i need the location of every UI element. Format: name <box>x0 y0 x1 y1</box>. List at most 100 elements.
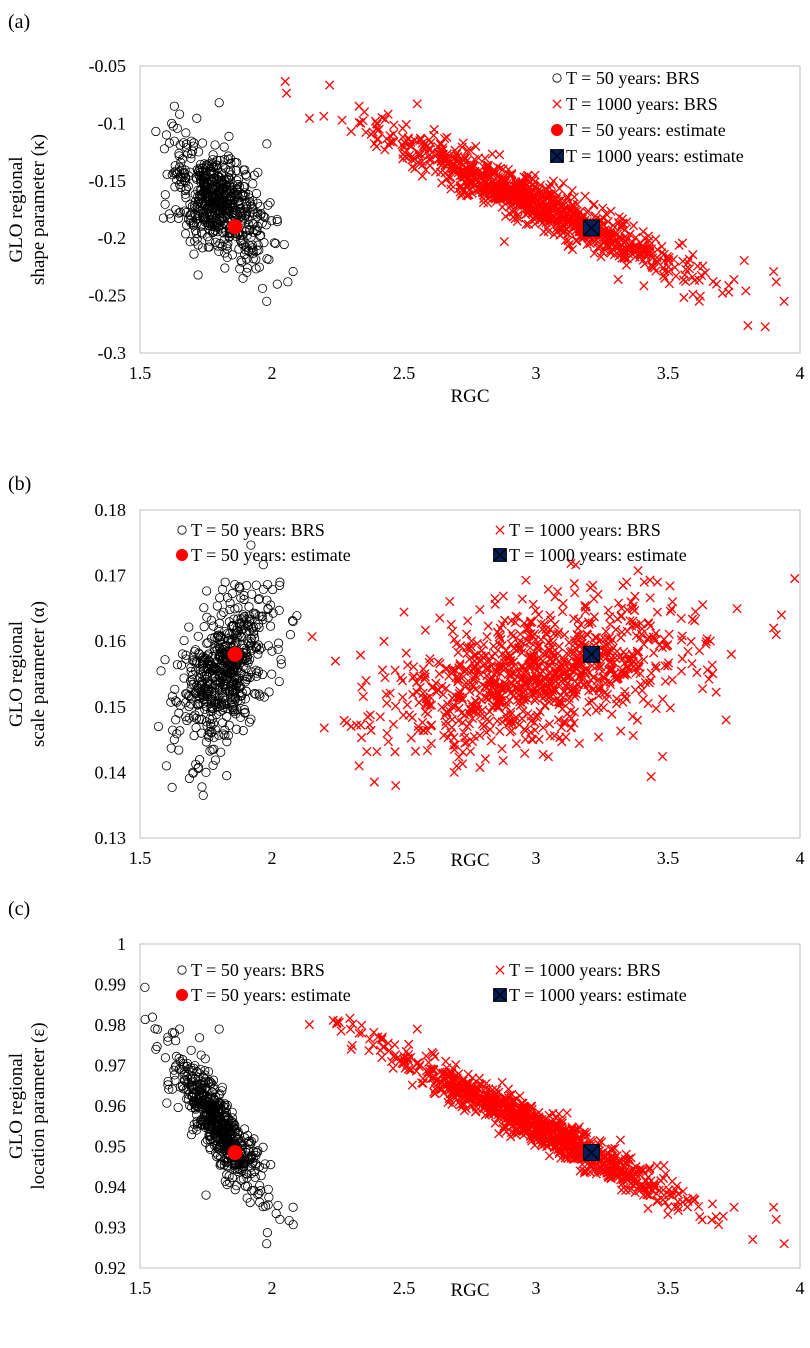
data-point <box>204 221 214 231</box>
data-point <box>262 139 272 149</box>
data-point <box>214 1024 224 1034</box>
data-point <box>276 655 286 665</box>
data-point <box>618 580 628 591</box>
data-point <box>545 731 555 741</box>
data-point <box>433 685 444 695</box>
data-point <box>598 652 608 662</box>
data-point <box>227 1107 237 1117</box>
data-point <box>487 702 498 713</box>
data-point <box>152 1024 163 1034</box>
data-point <box>471 141 481 152</box>
data-point <box>407 1080 418 1090</box>
data-point <box>248 227 258 237</box>
legend-marker <box>176 549 188 561</box>
data-point <box>274 580 285 591</box>
data-point <box>541 628 551 638</box>
data-point <box>418 688 428 698</box>
data-point <box>671 271 681 281</box>
data-point <box>566 713 577 724</box>
data-point <box>657 751 668 762</box>
data-point <box>336 1026 346 1036</box>
data-point <box>254 622 264 633</box>
data-point <box>251 264 261 274</box>
data-point <box>601 209 611 219</box>
data-point <box>189 730 199 741</box>
data-point <box>199 159 210 169</box>
data-point <box>219 626 230 637</box>
data-point <box>646 772 656 782</box>
data-point <box>414 697 424 708</box>
y-tick-label: 0.98 <box>95 1015 127 1035</box>
data-point <box>227 588 237 599</box>
data-point <box>304 1019 315 1030</box>
data-point <box>235 264 245 274</box>
legend-item: T = 1000 years: estimate <box>493 545 687 565</box>
data-point <box>445 1071 455 1081</box>
data-point <box>567 244 578 255</box>
data-point <box>245 241 255 251</box>
data-point <box>662 640 672 651</box>
data-point <box>227 250 237 260</box>
data-point <box>153 721 164 732</box>
data-point <box>346 126 356 137</box>
data-point <box>602 652 612 662</box>
data-point <box>676 666 687 676</box>
data-point <box>589 199 599 209</box>
data-point <box>543 637 554 647</box>
data-point <box>410 135 420 145</box>
data-point <box>521 575 531 585</box>
data-point <box>401 648 411 658</box>
data-point <box>199 1090 209 1100</box>
data-point <box>232 1164 242 1175</box>
data-point <box>319 111 329 121</box>
data-point <box>420 625 431 635</box>
data-point <box>584 686 594 696</box>
data-point <box>657 241 667 252</box>
data-point <box>633 566 643 576</box>
data-point <box>726 649 737 659</box>
data-point <box>608 1167 618 1178</box>
x-axis-label: RGC <box>450 850 489 871</box>
data-point <box>207 1133 217 1144</box>
data-point <box>541 192 551 203</box>
y-tick-label: -0.3 <box>98 343 127 363</box>
data-point <box>193 199 203 209</box>
data-point <box>266 216 277 226</box>
data-point <box>216 1099 226 1109</box>
data-point <box>487 149 497 159</box>
data-point <box>188 221 199 231</box>
data-point <box>233 179 243 190</box>
data-point <box>188 656 198 666</box>
data-point <box>643 244 654 254</box>
data-point <box>216 188 226 199</box>
data-point <box>771 277 781 287</box>
y-tick-label: 1 <box>117 934 126 954</box>
data-point <box>201 1111 211 1121</box>
data-point <box>200 212 210 223</box>
data-point <box>200 1066 210 1076</box>
data-point <box>255 1181 265 1191</box>
y-tick-label: 0.97 <box>95 1056 127 1076</box>
data-point <box>460 153 471 163</box>
data-point <box>463 616 473 626</box>
data-point <box>253 1146 263 1156</box>
data-point <box>639 1184 649 1194</box>
data-point <box>200 196 210 207</box>
data-point <box>228 705 238 715</box>
data-point <box>446 172 456 183</box>
data-point <box>151 126 161 137</box>
data-point <box>457 142 467 152</box>
legend-label: T = 1000 years: BRS <box>509 960 661 980</box>
data-point <box>415 149 426 159</box>
y-tick-label: 0.96 <box>95 1096 127 1116</box>
series-2 <box>227 646 243 662</box>
legend-item: T = 1000 years: BRS <box>552 94 718 114</box>
data-point <box>382 698 392 708</box>
data-point <box>525 617 536 628</box>
data-point <box>652 607 663 617</box>
data-point <box>531 712 542 722</box>
data-point <box>545 654 555 665</box>
data-point <box>203 637 213 648</box>
data-point <box>219 1141 229 1151</box>
data-point <box>425 153 435 163</box>
